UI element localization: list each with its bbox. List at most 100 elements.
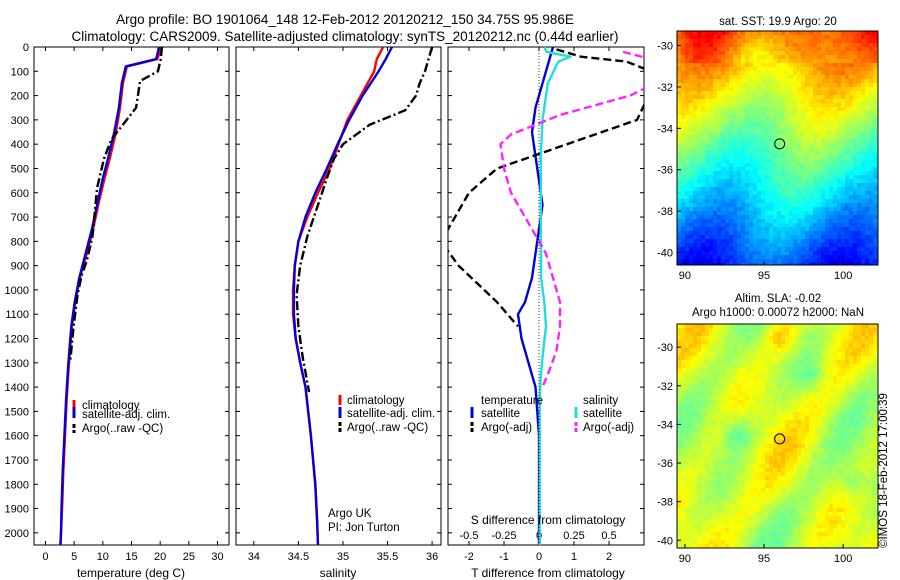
map-cell	[829, 187, 834, 192]
map-cell	[701, 360, 706, 365]
map-cell	[737, 255, 742, 260]
map-cell	[841, 432, 846, 437]
map-cell	[713, 43, 718, 48]
map-cell	[765, 95, 770, 100]
map-cell	[849, 428, 854, 433]
map-cell	[725, 207, 730, 212]
map-cell	[797, 360, 802, 365]
map-cell	[717, 75, 722, 80]
map-cell	[717, 175, 722, 180]
map-cell	[785, 231, 790, 236]
map-cell	[685, 139, 690, 144]
map-cell	[857, 55, 862, 60]
map-cell	[821, 344, 826, 349]
map-cell	[773, 175, 778, 180]
map-cell	[789, 151, 794, 156]
map-cell	[809, 87, 814, 92]
map-cell	[777, 63, 782, 68]
map-cell	[789, 247, 794, 252]
map-cell	[709, 143, 714, 148]
map-cell	[721, 87, 726, 92]
map-cell	[681, 376, 686, 381]
map-cell	[817, 215, 822, 220]
map-cell	[689, 147, 694, 152]
map-cell	[717, 103, 722, 108]
map-cell	[677, 175, 682, 180]
map-cell	[821, 376, 826, 381]
map-cell	[817, 356, 822, 361]
map-cell	[873, 444, 878, 449]
map-cell	[793, 243, 798, 248]
map-cell	[733, 372, 738, 377]
map-cell	[717, 388, 722, 393]
map-cell	[765, 75, 770, 80]
map-cell	[725, 420, 730, 425]
map-cell	[857, 364, 862, 369]
map-cell	[705, 247, 710, 252]
map-cell	[853, 468, 858, 473]
map-cell	[697, 39, 702, 44]
map-cell	[769, 115, 774, 120]
map-cell	[785, 376, 790, 381]
map-cell	[737, 147, 742, 152]
map-cell	[805, 247, 810, 252]
map-cell	[713, 251, 718, 256]
map-cell	[853, 127, 858, 132]
map-cell	[701, 167, 706, 172]
map-cell	[753, 348, 758, 353]
map-cell	[769, 404, 774, 409]
map-cell	[749, 452, 754, 457]
map-cell	[717, 344, 722, 349]
map-cell	[697, 396, 702, 401]
map-cell	[845, 360, 850, 365]
map-cell	[697, 255, 702, 260]
map-cell	[817, 392, 822, 397]
map-cell	[789, 424, 794, 429]
map-cell	[849, 183, 854, 188]
map-cell	[765, 71, 770, 76]
map-cell	[705, 340, 710, 345]
map-cell	[777, 191, 782, 196]
map-cell	[829, 183, 834, 188]
map-cell	[845, 187, 850, 192]
map-cell	[733, 392, 738, 397]
map-cell	[717, 251, 722, 256]
map-cell	[825, 171, 830, 176]
map-cell	[709, 99, 714, 104]
map-cell	[841, 115, 846, 120]
map-cell	[753, 71, 758, 76]
map-cell	[817, 428, 822, 433]
map-cell	[765, 79, 770, 84]
map-cell	[689, 328, 694, 333]
map-cell	[845, 47, 850, 52]
map-cell	[721, 340, 726, 345]
map-cell	[797, 251, 802, 256]
map-cell	[833, 131, 838, 136]
map-cell	[825, 396, 830, 401]
map-cell	[785, 219, 790, 224]
map-cell	[681, 223, 686, 228]
map-cell	[853, 380, 858, 385]
map-cell	[853, 39, 858, 44]
map-cell	[801, 127, 806, 132]
map-cell	[753, 83, 758, 88]
map-cell	[793, 143, 798, 148]
map-cell	[705, 191, 710, 196]
map-cell	[857, 400, 862, 405]
map-cell	[697, 63, 702, 68]
map-cell	[725, 143, 730, 148]
map-cell	[869, 143, 874, 148]
map-cell	[765, 235, 770, 240]
map-cell	[789, 59, 794, 64]
map-cell	[833, 63, 838, 68]
map-cell	[677, 31, 682, 36]
map-cell	[741, 215, 746, 220]
map-cell	[845, 239, 850, 244]
map-cell	[765, 472, 770, 477]
map-cell	[829, 119, 834, 124]
map-cell	[753, 344, 758, 349]
map-cell	[873, 247, 878, 252]
map-cell	[677, 352, 682, 357]
map-cell	[709, 139, 714, 144]
map-cell	[829, 428, 834, 433]
